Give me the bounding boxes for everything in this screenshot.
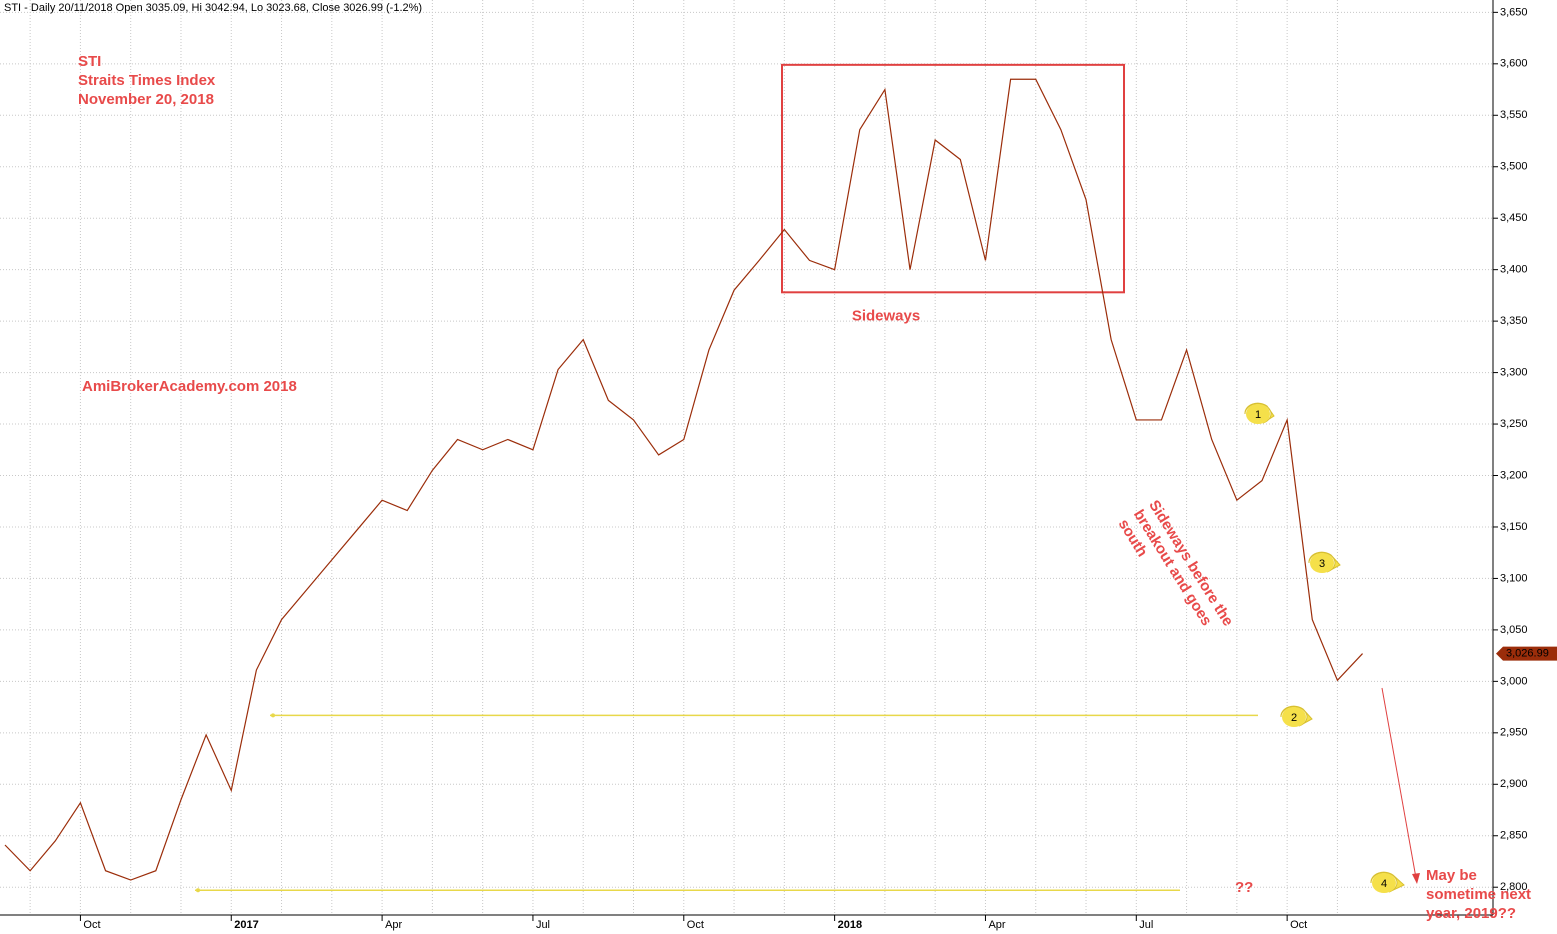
question: ?? <box>1235 879 1253 896</box>
y-tick-label: 3,550 <box>1500 109 1528 121</box>
x-tick-label: Jul <box>536 919 550 931</box>
y-tick-label: 3,300 <box>1500 366 1528 378</box>
callout-shape <box>1310 553 1334 573</box>
price-line <box>4 78 1363 881</box>
last-value-tag <box>1496 646 1557 661</box>
x-tick-label: Jul <box>1139 919 1153 931</box>
support-dot <box>196 888 200 893</box>
forecast-line: year, 2019?? <box>1426 905 1516 922</box>
y-tick-label: 3,200 <box>1500 469 1528 481</box>
x-tick-label: 2017 <box>234 919 258 931</box>
callout-label: 2 <box>1291 712 1297 724</box>
sideways-box <box>781 63 1125 294</box>
y-tick-label: 3,150 <box>1500 521 1528 533</box>
x-tick-label: Oct <box>687 919 704 931</box>
callout-shape <box>1246 404 1270 424</box>
y-tick-label: 3,650 <box>1500 6 1528 18</box>
arrow-head <box>1412 873 1420 884</box>
y-tick-label: 3,450 <box>1500 212 1528 224</box>
y-tick-label: 3,350 <box>1500 315 1528 327</box>
y-tick-label: 2,800 <box>1500 881 1528 893</box>
forecast-arrow <box>1381 687 1417 879</box>
callout-bubble <box>1370 871 1405 893</box>
callout-shape <box>1372 873 1396 893</box>
y-tick-label: 3,250 <box>1500 418 1528 430</box>
y-tick-label: 2,900 <box>1500 778 1528 790</box>
last-value-label: 3,026.99 <box>1506 647 1549 659</box>
callout-label: 4 <box>1381 878 1387 890</box>
callout-bubble <box>1244 402 1275 424</box>
callout-label: 3 <box>1319 558 1325 570</box>
callout-label: 1 <box>1255 409 1261 421</box>
x-tick-label: 2018 <box>838 919 862 931</box>
y-tick-label: 2,950 <box>1500 727 1528 739</box>
callout-bubble <box>1308 551 1341 573</box>
box-label: Sideways <box>852 307 920 324</box>
y-tick-label: 3,600 <box>1500 58 1528 70</box>
forecast-line: sometime next <box>1426 886 1531 903</box>
x-tick-label: Oct <box>1290 919 1307 931</box>
y-tick-label: 3,050 <box>1500 624 1528 636</box>
support-dot <box>271 713 275 718</box>
y-tick-label: 2,850 <box>1500 830 1528 842</box>
watermark: AmiBrokerAcademy.com 2018 <box>82 378 297 395</box>
forecast-line: May be <box>1426 867 1477 884</box>
title-line: STI <box>78 53 101 70</box>
x-tick-label: Apr <box>988 919 1005 931</box>
y-tick-label: 3,000 <box>1500 675 1528 687</box>
title-line: November 20, 2018 <box>78 91 214 108</box>
title-line: Straits Times Index <box>78 72 216 89</box>
y-tick-label: 3,500 <box>1500 161 1528 173</box>
y-tick-label: 3,100 <box>1500 572 1528 584</box>
y-tick-label: 3,400 <box>1500 264 1528 276</box>
callout-shape <box>1282 707 1306 727</box>
header: STI - Daily 20/11/2018 Open 3035.09, Hi … <box>4 2 422 14</box>
callout-bubble <box>1280 705 1313 727</box>
x-tick-label: Apr <box>385 919 402 931</box>
x-tick-label: Oct <box>83 919 100 931</box>
